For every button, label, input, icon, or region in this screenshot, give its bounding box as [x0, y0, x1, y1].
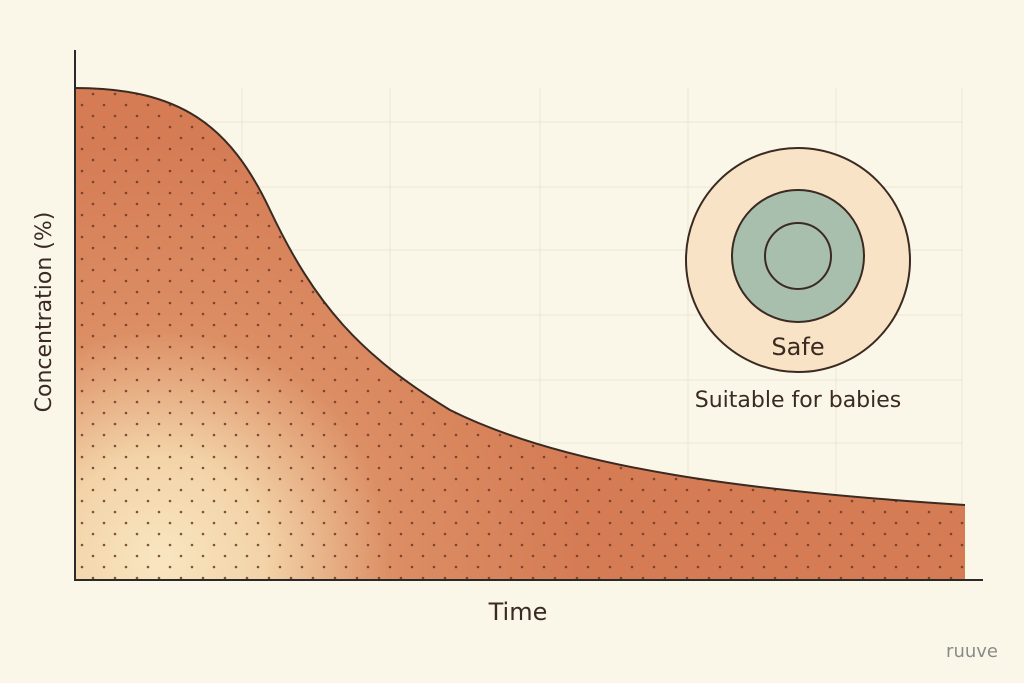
curve-line	[74, 87, 966, 506]
x-axis-label: Time	[488, 598, 548, 626]
watermark: ruuve	[946, 641, 998, 662]
badge-caption: Suitable for babies	[695, 388, 902, 413]
area-texture	[75, 88, 965, 580]
badge-label: Safe	[771, 333, 824, 361]
y-axis-label: Concentration (%)	[32, 212, 57, 413]
safe-badge	[685, 147, 911, 373]
